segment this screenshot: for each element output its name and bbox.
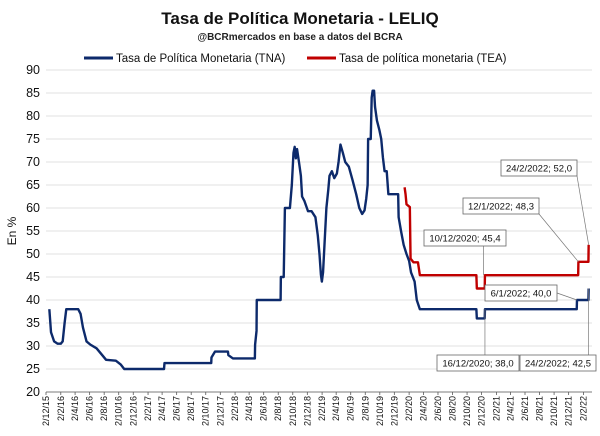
x-tick-label-36: 2/12/21 — [564, 396, 574, 426]
annotation-box — [519, 354, 597, 372]
x-tick-label-19: 2/2/19 — [317, 396, 327, 421]
x-tick-label-4: 2/8/16 — [99, 396, 109, 421]
x-tick-label-37: 2/2/22 — [578, 396, 588, 421]
x-tick-label-1: 2/2/16 — [56, 396, 66, 421]
x-tick-label-17: 2/10/18 — [288, 396, 298, 426]
y-axis-ticks: 20 25 30 35 40 45 50 55 60 65 70 75 80 85 90 — [26, 63, 40, 399]
x-tick-label-32: 2/4/21 — [505, 396, 515, 421]
gridlines — [46, 69, 592, 393]
x-tick-label-35: 2/10/21 — [549, 396, 559, 426]
y-tick-label-80: 80 — [26, 109, 40, 123]
annotation-label-2: 10/12/2020; 45,4 — [429, 234, 500, 245]
x-tick-label-31: 2/2/21 — [491, 396, 501, 421]
x-tick-label-9: 2/6/17 — [172, 396, 182, 421]
annotation-box — [462, 197, 540, 215]
x-tick-label-10: 2/8/17 — [186, 396, 196, 421]
y-tick-label-60: 60 — [26, 201, 40, 215]
x-tick-label-27: 2/6/20 — [433, 396, 443, 421]
annotation-box — [423, 229, 507, 247]
chart-title: Tasa de Política Monetaria - LELIQ — [161, 9, 438, 28]
legend-label-tna: Tasa de Política Monetaria (TNA) — [116, 53, 286, 65]
x-tick-label-14: 2/4/18 — [244, 396, 254, 421]
x-tick-label-8: 2/4/17 — [157, 396, 167, 421]
y-tick-label-25: 25 — [26, 362, 40, 376]
y-tick-label-70: 70 — [26, 155, 40, 169]
y-tick-label-65: 65 — [26, 178, 40, 192]
x-tick-label-30: 2/12/20 — [477, 396, 487, 426]
x-tick-label-22: 2/8/19 — [360, 396, 370, 421]
x-tick-label-13: 2/2/18 — [230, 396, 240, 421]
x-tick-label-34: 2/8/21 — [535, 396, 545, 421]
y-tick-label-55: 55 — [26, 224, 40, 238]
x-tick-label-12: 2/12/17 — [215, 396, 225, 426]
y-tick-label-40: 40 — [26, 293, 40, 307]
x-tick-label-2: 2/4/16 — [70, 396, 80, 421]
x-tick-label-24: 2/12/19 — [389, 396, 399, 426]
x-tick-label-29: 2/10/20 — [462, 396, 472, 426]
y-tick-label-30: 30 — [26, 339, 40, 353]
x-tick-label-0: 2/12/15 — [41, 396, 51, 426]
x-tick-label-5: 2/10/16 — [114, 396, 124, 426]
y-axis-label: En % — [5, 216, 19, 245]
x-tick-label-26: 2/4/20 — [418, 396, 428, 421]
x-tick-label-11: 2/10/17 — [201, 396, 211, 426]
annotation-box — [500, 159, 578, 177]
chart-subtitle: @BCRmercados en base a datos del BCRA — [197, 32, 402, 43]
annotation-label-1: 12/1/2022; 48,3 — [468, 202, 534, 213]
y-tick-label-35: 35 — [26, 316, 40, 330]
annotation-label-3: 6/1/2022; 40,0 — [491, 289, 552, 300]
annotation-leader — [576, 175, 590, 245]
series-line-tea — [403, 187, 590, 290]
x-tick-label-16: 2/8/18 — [273, 396, 283, 421]
y-tick-label-85: 85 — [26, 86, 40, 100]
x-tick-label-33: 2/6/21 — [520, 396, 530, 421]
annotations: 24/2/2022; 52,0 12/1/2022; 48,3 10/12/2020… — [423, 159, 597, 372]
annotation-leader — [538, 213, 579, 263]
y-tick-label-90: 90 — [26, 63, 40, 77]
annotation-box — [484, 284, 558, 302]
x-tick-label-20: 2/4/19 — [331, 396, 341, 421]
annotation-box — [436, 354, 520, 372]
x-axis-ticks: 2/12/15 2/2/16 2/4/16 2/6/16 2/8/16 2/10/16 2/… — [41, 392, 588, 426]
annotation-leader — [556, 292, 578, 301]
series-lines — [48, 89, 590, 371]
x-tick-label-6: 2/12/16 — [128, 396, 138, 426]
x-tick-label-18: 2/12/18 — [302, 396, 312, 426]
y-tick-label-20: 20 — [26, 385, 40, 399]
annotation-label-0: 24/2/2022; 52,0 — [506, 164, 572, 175]
y-tick-label-75: 75 — [26, 132, 40, 146]
y-tick-label-50: 50 — [26, 247, 40, 261]
x-tick-label-3: 2/6/16 — [85, 396, 95, 421]
x-tick-label-25: 2/2/20 — [404, 396, 414, 421]
annotation-label-5: 24/2/2022; 42,5 — [525, 359, 591, 370]
x-tick-label-23: 2/10/19 — [375, 396, 385, 426]
x-tick-label-28: 2/8/20 — [448, 396, 458, 421]
x-tick-label-21: 2/6/19 — [346, 396, 356, 421]
legend-label-tea: Tasa de política monetaria (TEA) — [339, 53, 507, 65]
annotation-label-4: 16/12/2020; 38,0 — [442, 359, 513, 370]
y-tick-label-45: 45 — [26, 270, 40, 284]
x-tick-label-7: 2/2/17 — [143, 396, 153, 421]
x-tick-label-15: 2/6/18 — [259, 396, 269, 421]
legend: Tasa de Política Monetaria (TNA) Tasa de… — [84, 53, 507, 65]
series-line-tna — [48, 89, 590, 371]
